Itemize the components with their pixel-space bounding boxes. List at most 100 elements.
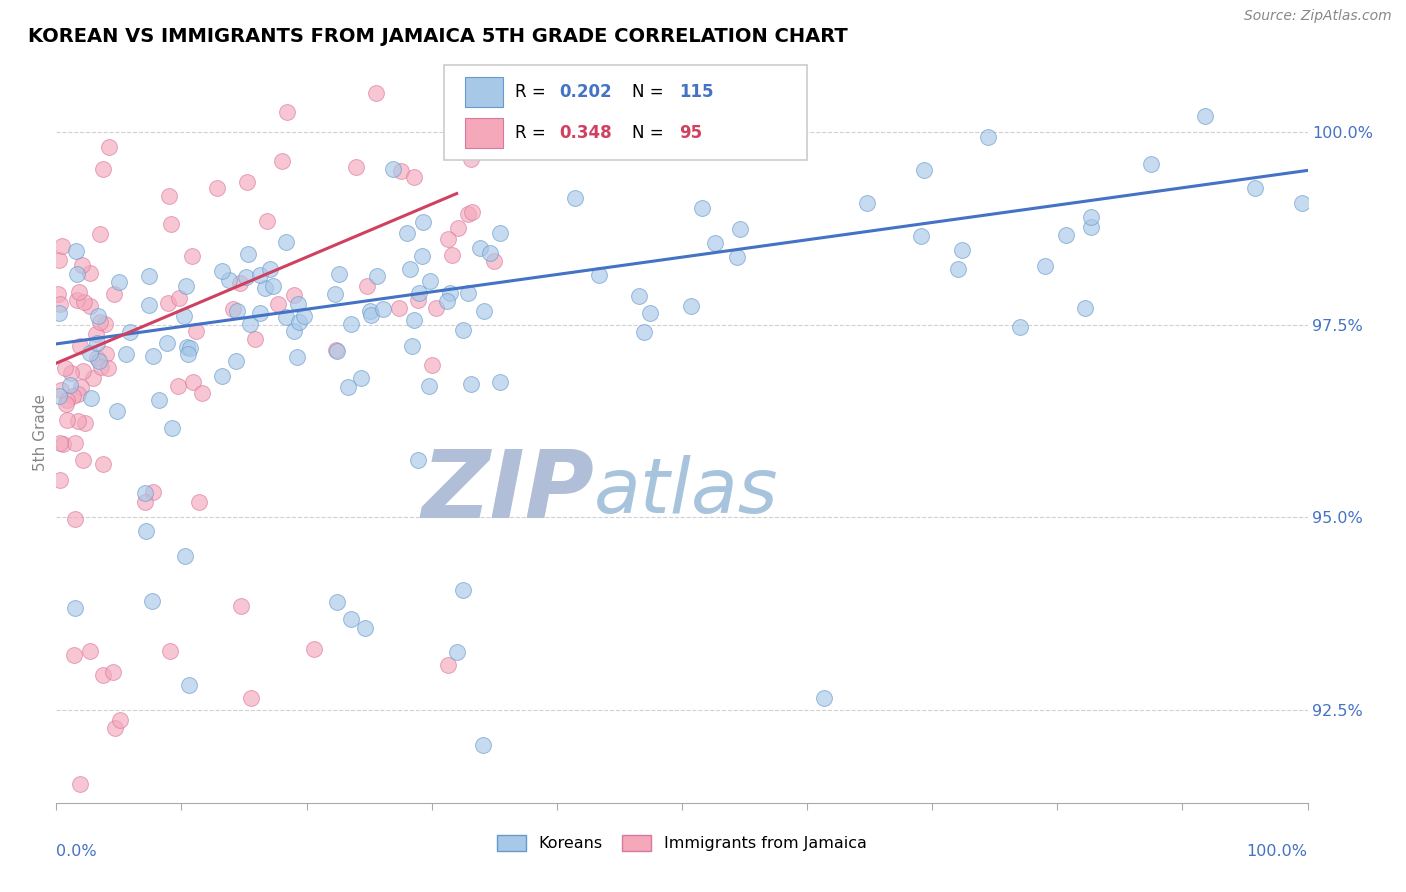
Point (176, 340, 198, 354)
Point (56, 413, 79, 427)
Point (157, 189, 180, 203)
Point (283, 324, 305, 338)
Point (437, 232, 460, 246)
Point (63, 435, 86, 450)
Point (354, 621, 377, 635)
Point (79, 346, 101, 360)
Point (1244, 180, 1267, 194)
Point (118, 325, 141, 339)
Point (55, 396, 77, 410)
Text: 95: 95 (679, 124, 703, 142)
Text: 0.0%: 0.0% (56, 844, 97, 858)
Point (287, 297, 309, 311)
Point (364, 87, 387, 101)
Point (461, 205, 484, 219)
Point (325, 595, 347, 609)
Point (460, 377, 482, 392)
Point (359, 303, 381, 318)
Point (447, 221, 470, 235)
Point (323, 287, 346, 301)
Point (62, 389, 84, 403)
Point (402, 313, 425, 327)
Point (67, 386, 90, 401)
Point (63, 601, 86, 615)
Point (97, 139, 120, 153)
Point (156, 335, 179, 350)
Point (1080, 210, 1102, 224)
Point (86, 327, 108, 342)
Text: KOREAN VS IMMIGRANTS FROM JAMAICA 5TH GRADE CORRELATION CHART: KOREAN VS IMMIGRANTS FROM JAMAICA 5TH GR… (28, 27, 848, 45)
Point (186, 324, 208, 338)
Point (458, 118, 481, 132)
Point (249, 268, 271, 282)
Point (180, 249, 202, 263)
Point (138, 268, 160, 283)
Point (211, 369, 233, 384)
Point (910, 229, 932, 244)
Point (188, 494, 211, 508)
Point (1054, 228, 1077, 243)
Point (94, 317, 117, 331)
Point (218, 273, 240, 287)
Point (90, 360, 112, 375)
Point (148, 393, 170, 408)
Point (138, 298, 160, 312)
Point (373, 301, 395, 316)
Point (67, 285, 90, 300)
Legend: Koreans, Immigrants from Jamaica: Koreans, Immigrants from Jamaica (491, 829, 873, 858)
Point (229, 276, 252, 290)
Point (259, 262, 281, 277)
Point (389, 164, 412, 178)
Point (49, 435, 72, 450)
Point (82, 371, 104, 385)
Point (89, 227, 111, 241)
Point (1194, 109, 1216, 123)
Point (399, 262, 422, 277)
Point (93, 161, 115, 176)
Point (640, 306, 662, 320)
Point (326, 343, 349, 358)
Point (479, 246, 502, 260)
FancyBboxPatch shape (444, 65, 807, 161)
Point (48, 389, 70, 403)
Point (108, 275, 131, 289)
Point (225, 304, 247, 318)
Point (108, 713, 131, 727)
Point (166, 379, 188, 393)
Point (395, 226, 418, 240)
Point (86, 351, 108, 365)
Point (225, 354, 247, 368)
Point (205, 180, 228, 194)
Point (679, 299, 702, 313)
Point (633, 326, 655, 340)
Point (190, 386, 212, 401)
Point (270, 153, 292, 168)
Point (135, 524, 157, 538)
Point (436, 294, 458, 309)
Point (471, 738, 494, 752)
Text: 0.348: 0.348 (560, 124, 612, 142)
Point (382, 162, 405, 177)
Point (436, 658, 458, 673)
Point (91, 668, 114, 682)
Point (142, 350, 165, 364)
Point (51, 384, 73, 398)
Point (87, 354, 110, 368)
Point (91, 457, 114, 471)
Point (482, 254, 505, 268)
Point (704, 236, 727, 251)
Y-axis label: 5th Grade: 5th Grade (32, 394, 48, 471)
Point (302, 642, 325, 657)
Point (419, 274, 441, 288)
Point (470, 241, 492, 255)
Point (457, 207, 479, 221)
Text: atlas: atlas (595, 455, 779, 529)
Point (336, 379, 359, 393)
Point (236, 247, 259, 261)
Point (813, 690, 835, 705)
Point (72, 364, 94, 378)
Point (239, 317, 262, 331)
Bar (465, 119, 503, 148)
Point (360, 308, 382, 322)
Point (235, 175, 257, 189)
